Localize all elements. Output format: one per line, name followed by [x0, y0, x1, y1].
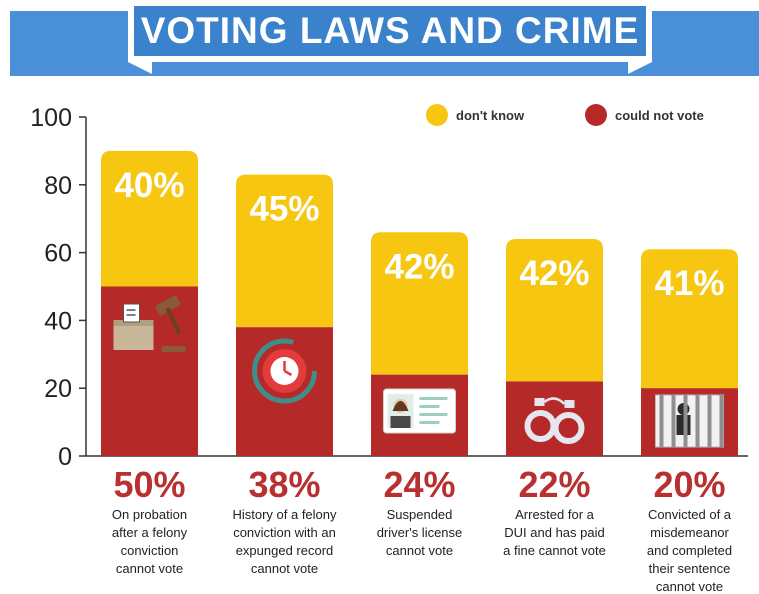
handcuffs-icon — [524, 397, 585, 444]
id-card-icon — [383, 388, 456, 434]
category-label-line: cannot vote — [656, 579, 723, 594]
category-label-line: cannot vote — [386, 543, 453, 558]
category-label-line: DUI and has paid — [504, 525, 604, 540]
cell-bar — [719, 395, 724, 447]
bar-label-dont-know: 41% — [654, 264, 724, 303]
bar-label-dont-know: 40% — [114, 166, 184, 205]
category-label-line: expunged record — [236, 543, 334, 558]
y-tick-label: 100 — [30, 104, 72, 132]
legend-swatch-could-not-vote — [585, 104, 607, 126]
bar-label-could-not-vote: 20% — [653, 464, 725, 505]
category-label-line: conviction — [121, 543, 179, 558]
card-line — [419, 397, 448, 400]
legend-label-could-not-vote: could not vote — [615, 108, 704, 123]
ballot-paper — [123, 303, 140, 323]
y-tick-label: 20 — [44, 375, 72, 403]
bar-dont-know — [371, 232, 468, 375]
category-label-line: cannot vote — [251, 561, 318, 576]
cuff-right — [552, 412, 585, 444]
bar-label-could-not-vote: 24% — [383, 464, 455, 505]
y-tick-label: 40 — [44, 307, 72, 335]
card-line — [419, 413, 448, 416]
stopwatch-hand — [283, 369, 293, 377]
bar-dont-know — [641, 249, 738, 389]
y-tick-label: 80 — [44, 172, 72, 200]
bar-could-not-vote — [101, 286, 198, 456]
gavel-handle — [165, 307, 182, 335]
bar-label-dont-know: 42% — [519, 254, 589, 293]
stopwatch-icon — [252, 338, 317, 404]
gavel-base — [161, 346, 186, 352]
category-label-line: driver's license — [377, 525, 463, 540]
category-label-line: misdemeanor — [650, 525, 729, 540]
bar-dont-know — [236, 174, 333, 328]
category-label-line: On probation — [112, 507, 187, 522]
card-line — [419, 421, 440, 424]
banner-fold-left — [128, 62, 152, 74]
shirt — [390, 416, 411, 428]
bar-label-dont-know: 42% — [384, 247, 454, 286]
category-label-line: and completed — [647, 543, 732, 558]
category-label-line: a fine cannot vote — [503, 543, 606, 558]
cell-bar — [707, 395, 712, 447]
ballot-gavel-icon — [113, 295, 186, 352]
title-box: VOTING LAWS AND CRIME — [134, 6, 646, 56]
chart-title: VOTING LAWS AND CRIME — [140, 10, 640, 51]
bar-dont-know — [506, 239, 603, 382]
hair — [392, 401, 409, 411]
bar-label-could-not-vote: 22% — [518, 464, 590, 505]
cuff-chain — [543, 397, 566, 405]
legend-label-dont-know: don't know — [456, 108, 525, 123]
bar-label-could-not-vote: 38% — [248, 464, 320, 505]
category-label-line: Suspended — [387, 507, 453, 522]
refresh-arrow — [252, 338, 317, 404]
legend-swatch-dont-know — [426, 104, 448, 126]
category-label-line: cannot vote — [116, 561, 183, 576]
category-label-line: History of a felony — [232, 507, 337, 522]
cell-bar — [659, 395, 664, 447]
bar-dont-know — [101, 150, 198, 287]
ballot-box-lid — [113, 320, 154, 326]
gavel-head — [155, 295, 181, 316]
ballot-box — [113, 324, 154, 350]
jail-cell-icon — [655, 394, 724, 448]
y-tick-label: 60 — [44, 240, 72, 268]
category-label-line: their sentence — [649, 561, 731, 576]
bar-label-dont-know: 45% — [249, 190, 319, 229]
category-label-line: after a felony — [112, 525, 188, 540]
cell-bar — [671, 395, 676, 447]
bar-label-could-not-vote: 50% — [113, 464, 185, 505]
category-label-line: Arrested for a — [515, 507, 595, 522]
cell-bar — [683, 395, 688, 447]
category-label-line: conviction with an — [233, 525, 336, 540]
y-tick-label: 0 — [58, 443, 72, 471]
card-line — [419, 405, 440, 408]
cuff-lock — [564, 400, 575, 408]
cell-bar — [695, 395, 700, 447]
cuff-lock — [534, 398, 545, 406]
banner-fold-right — [628, 62, 652, 74]
category-label-line: Convicted of a — [648, 507, 732, 522]
